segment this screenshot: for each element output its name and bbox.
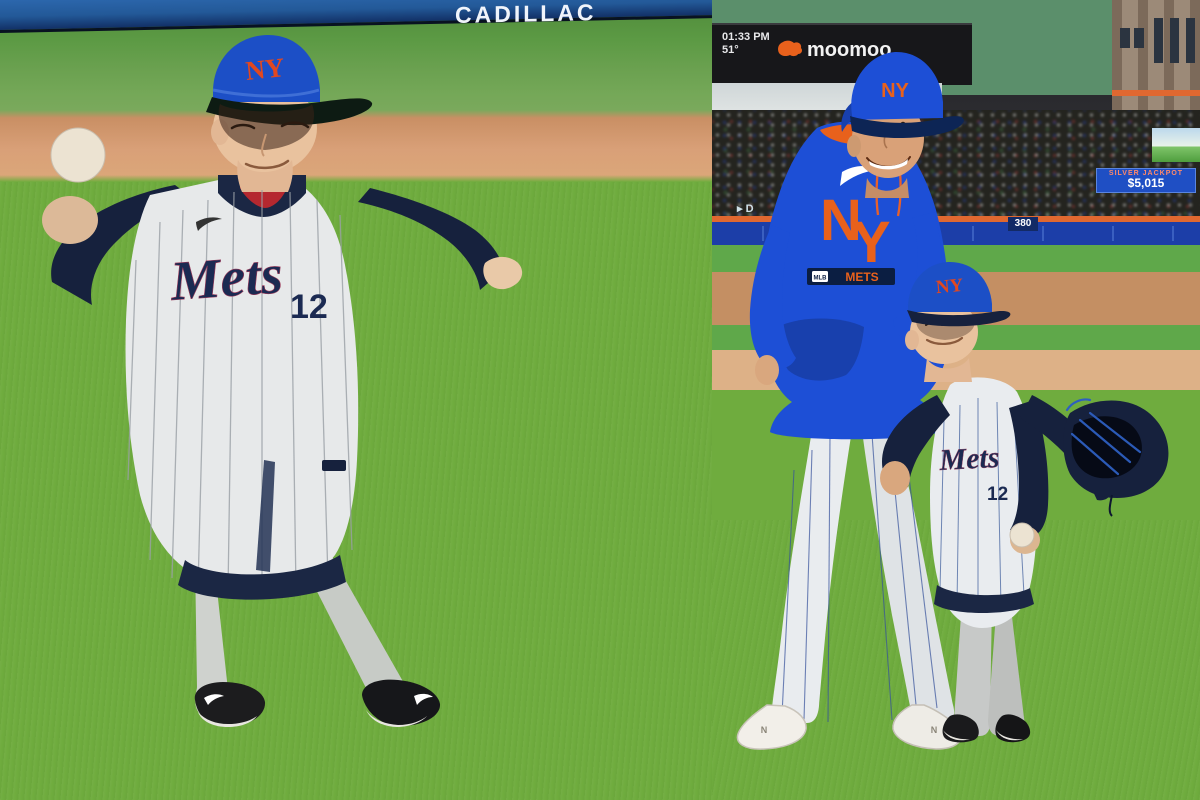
svg-text:MLB: MLB xyxy=(814,276,828,282)
svg-text:N: N xyxy=(931,725,938,735)
svg-text:12: 12 xyxy=(987,484,1008,505)
svg-text:NY: NY xyxy=(244,52,286,86)
svg-text:12: 12 xyxy=(290,288,328,326)
svg-text:Y: Y xyxy=(852,210,891,275)
svg-text:Mets: Mets xyxy=(938,441,1001,477)
svg-text:N: N xyxy=(761,725,768,735)
svg-text:NY: NY xyxy=(881,80,909,102)
svg-text:NY: NY xyxy=(935,275,964,298)
svg-text:Mets: Mets xyxy=(168,243,285,313)
svg-text:METS: METS xyxy=(845,270,878,284)
